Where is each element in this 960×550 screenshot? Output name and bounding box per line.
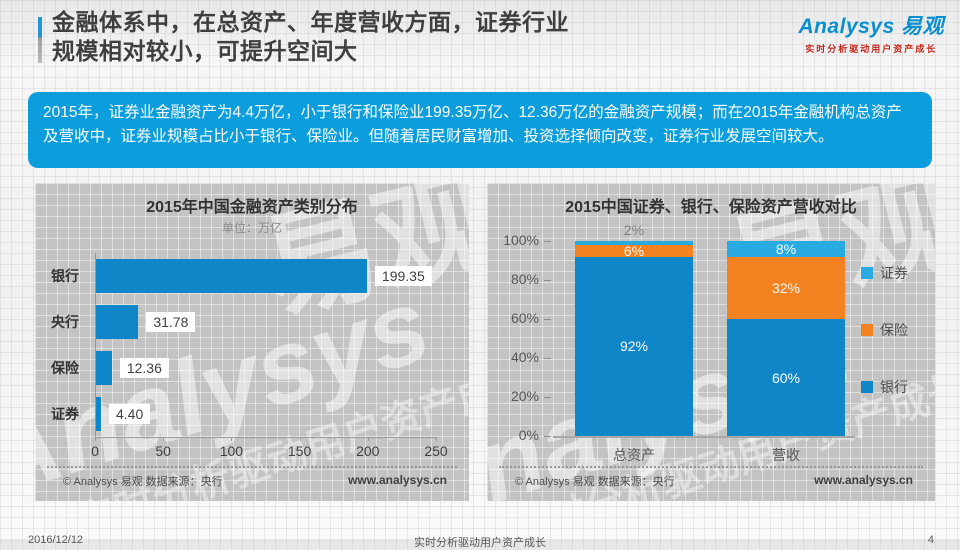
segment-证券 <box>575 241 693 245</box>
x-tick-label: 200 <box>356 443 380 459</box>
chart1-title: 2015年中国金融资产类别分布 <box>146 199 358 216</box>
segment-value-label: 60% <box>771 369 801 386</box>
x-tick-label: 0 <box>91 443 99 459</box>
segment-证券: 8% <box>727 241 845 257</box>
y-tick-label: 40% <box>510 349 539 365</box>
chart1-bar-row: 保险 12.36 <box>51 345 436 391</box>
bar-track: 4.40 <box>95 391 436 437</box>
x-tick-mark <box>436 437 437 441</box>
chart2-source-note: © Analysys 易观 数据来源：央行 <box>515 476 675 488</box>
segment-value-label: 8% <box>775 240 797 257</box>
y-tick-mark <box>544 241 551 242</box>
y-tick-label: 100% <box>503 232 539 248</box>
chart1-x-axis-line <box>95 437 436 438</box>
bar-track: 12.36 <box>95 345 436 391</box>
x-tick-label: 250 <box>424 443 448 459</box>
segment-value-label: 2% <box>623 222 645 239</box>
x-tick-label: 100 <box>219 443 244 459</box>
x-tick-mark <box>95 437 96 441</box>
logo-brand-text: Analysys 易观 <box>798 15 944 38</box>
segment-银行: 60% <box>727 319 845 436</box>
chart-panel-asset-revenue-compare: Analysys 易观 实时分析驱动用户资产成长 2015中国证券、银行、保险资… <box>487 183 935 501</box>
y-tick-mark <box>544 280 551 281</box>
x-tick-label: 150 <box>287 443 312 459</box>
bar <box>95 259 367 293</box>
legend-label: 银行 <box>880 379 908 395</box>
chart2-title: 2015中国证券、银行、保险资产营收对比 <box>565 199 857 216</box>
y-tick-mark <box>544 319 551 320</box>
bar <box>95 305 139 339</box>
y-tick-label: 60% <box>510 310 539 326</box>
stacked-bar: 92% 6% 2% <box>575 222 693 436</box>
legend-swatch <box>861 381 873 393</box>
logo-slogan-text: 实时分析驱动用户资产成长 <box>805 44 938 54</box>
segment-value-label: 32% <box>771 279 801 296</box>
x-tick-mark <box>163 437 165 441</box>
value-label: 12.36 <box>119 358 169 378</box>
y-tick-label: 20% <box>510 388 539 404</box>
chart1-unit-label: 单位：万亿 <box>221 221 282 235</box>
x-tick-mark <box>231 437 233 441</box>
y-tick-mark <box>544 397 551 398</box>
category-label: 央行 <box>51 314 79 330</box>
chart-panel-asset-distribution: Analysys 易观 实时分析驱动用户资产成长 2015年中国金融资产类别分布… <box>35 183 469 501</box>
segment-保险: 6% <box>575 242 693 259</box>
chart1-bar-row: 央行 31.78 <box>51 299 436 345</box>
chart1-bar-row: 证券 4.40 <box>51 391 436 437</box>
x-category-label: 总资产 <box>613 447 655 463</box>
bar <box>95 397 101 431</box>
title-accent-bar <box>38 17 42 63</box>
page-title: 金融体系中，在总资产、年度营收方面，证券行业 规模相对较小，可提升空间大 <box>52 8 569 67</box>
legend-item: 银行 <box>861 377 908 397</box>
chart2-website: www.analysys.cn <box>814 473 913 487</box>
segment-value-label: 6% <box>623 242 645 259</box>
chart1-bar-row: 银行 199.35 <box>51 253 436 299</box>
category-label: 证券 <box>51 406 79 422</box>
analysys-logo: Analysys 易观 实时分析驱动用户资产成长 <box>798 10 944 55</box>
bar-track: 31.78 <box>95 299 436 345</box>
value-label: 31.78 <box>146 312 196 332</box>
legend-item: 保险 <box>861 320 908 340</box>
page-title-line2: 规模相对较小，可提升空间大 <box>52 38 358 65</box>
x-tick-mark <box>367 437 369 441</box>
y-tick-mark <box>544 358 551 359</box>
value-label: 4.40 <box>109 404 151 424</box>
chart1-y-axis-line <box>95 253 96 437</box>
chart1-footer-divider <box>47 466 457 468</box>
chart1-website: www.analysys.cn <box>348 473 447 487</box>
segment-value-label: 92% <box>619 338 649 355</box>
x-tick-mark <box>299 437 301 441</box>
page-title-line1: 金融体系中，在总资产、年度营收方面，证券行业 <box>52 9 569 35</box>
stacked-bar: 60% 32% 8% <box>727 241 845 436</box>
y-tick-label: 0% <box>518 427 539 443</box>
y-tick-label: 80% <box>510 271 539 287</box>
footer-slogan: 实时分析驱动用户资产成长 <box>414 537 546 549</box>
legend-item: 证券 <box>861 263 908 283</box>
legend-swatch <box>861 267 873 279</box>
category-label: 银行 <box>51 268 79 284</box>
value-label: 199.35 <box>374 266 432 286</box>
legend-swatch <box>861 324 873 336</box>
chart2-x-axis-line <box>553 436 855 438</box>
x-tick-label: 50 <box>155 443 171 459</box>
bar <box>95 351 112 385</box>
bar-track: 199.35 <box>95 253 436 299</box>
chart1-plot-area: 银行 199.35 央行 31.78 保险 12.36 证券 4.40 <box>51 253 436 437</box>
y-tick-mark <box>544 436 551 437</box>
legend-label: 证券 <box>880 265 908 281</box>
segment-保险: 32% <box>727 256 845 319</box>
category-label: 保险 <box>51 360 79 376</box>
legend-label: 保险 <box>880 322 908 338</box>
chart2-footer-divider <box>499 466 923 468</box>
x-category-label: 营收 <box>772 447 800 463</box>
footer-page-number: 4 <box>927 534 934 546</box>
segment-银行: 92% <box>575 256 693 436</box>
chart1-source-note: © Analysys 易观 数据来源：央行 <box>63 476 223 488</box>
summary-callout: 2015年，证券业金融资产为4.4万亿，小于银行和保险业199.35万亿、12.… <box>28 92 932 168</box>
chart2-legend: 证券 保险 银行 <box>861 263 908 434</box>
